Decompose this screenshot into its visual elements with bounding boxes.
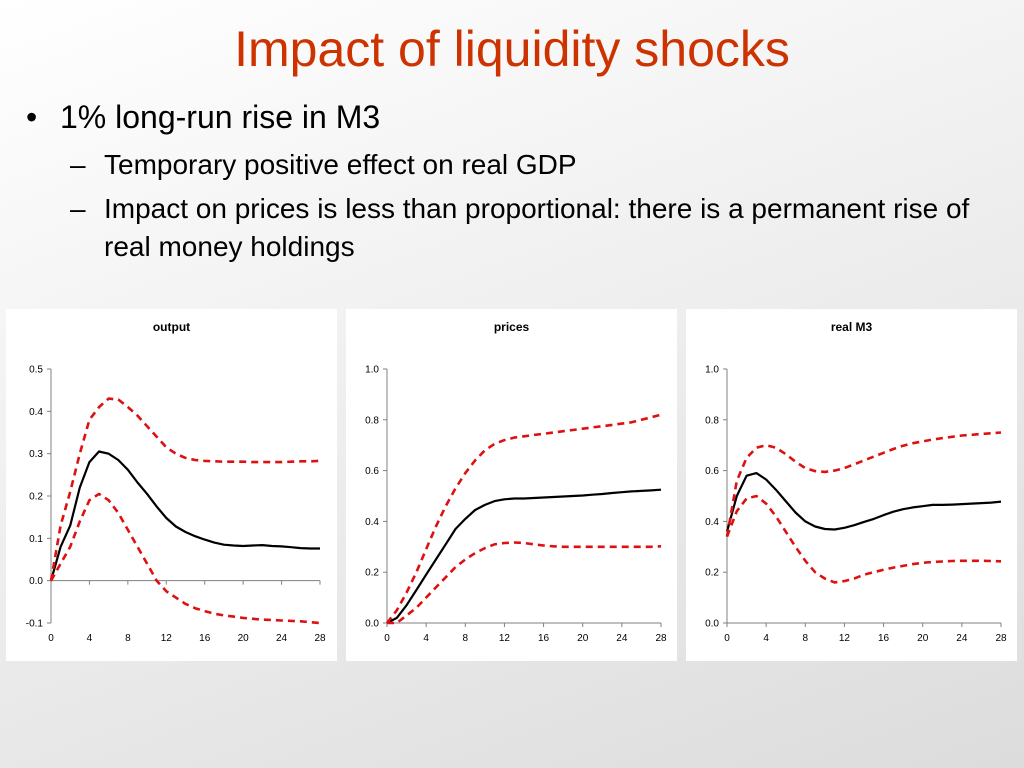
y-tick-label: 0.6 (705, 466, 719, 477)
x-tick-label: 8 (463, 633, 469, 644)
estimate-line (725, 472, 1002, 532)
x-tick-label: 28 (314, 633, 326, 644)
x-tick-label: 24 (956, 633, 968, 644)
y-tick-label: 1.0 (365, 365, 379, 376)
x-tick-label: 28 (655, 633, 667, 644)
sub-bullet-item: – Temporary positive effect on real GDP (24, 146, 1004, 184)
sub-bullet-text: Temporary positive effect on real GDP (104, 149, 577, 180)
upper-band-line (385, 413, 662, 624)
y-tick-label: 0.5 (29, 365, 43, 376)
x-tick-label: 12 (499, 633, 511, 644)
x-tick-label: 24 (276, 633, 288, 644)
upper-band-line (49, 397, 321, 581)
y-tick-label: 0.2 (29, 492, 43, 503)
real-m3-chart: real M3 0.0 0.2 0.4 0.6 0.8 1.0 0 4 8 12 16 20 24 28 (705, 320, 1007, 644)
chart-title: real M3 (831, 320, 873, 334)
y-tick-label: -0.1 (26, 619, 44, 630)
x-tick-label: 16 (199, 633, 211, 644)
x-tick-label: 8 (125, 633, 131, 644)
output-chart: output -0.1 0.0 0.1 0.2 0.3 0.4 0.5 0 4 8 12 16 20 24 2… (26, 320, 326, 644)
chart-title: output (153, 320, 190, 334)
bullet-item: • 1% long-run rise in M3 (24, 94, 1004, 140)
y-tick-label: 0.2 (705, 568, 719, 579)
lower-band-line (387, 541, 662, 625)
sub-bullet-item: – Impact on prices is less than proporti… (24, 190, 1004, 266)
x-tick-label: 20 (238, 633, 250, 644)
x-tick-label: 20 (577, 633, 589, 644)
x-tick-label: 0 (724, 633, 730, 644)
sub-bullet-text: Impact on prices is less than proportion… (104, 193, 970, 262)
x-tick-label: 0 (48, 633, 54, 644)
y-tick-label: 0.4 (365, 517, 379, 528)
prices-chart: prices 0.0 0.2 0.4 0.6 0.8 1.0 0 4 8 12 16 20 24 28 (365, 320, 667, 644)
lower-band-line (725, 494, 1002, 584)
y-tick-label: 0.2 (365, 568, 379, 579)
bullet-list: • 1% long-run rise in M3 – Temporary pos… (24, 94, 1004, 266)
y-tick-label: 0.4 (29, 407, 43, 418)
x-tick-label: 20 (917, 633, 929, 644)
x-tick-label: 16 (878, 633, 890, 644)
estimate-line (49, 450, 320, 581)
chart-title: prices (494, 320, 530, 334)
x-tick-label: 24 (616, 633, 628, 644)
sub-bullet-marker: – (70, 149, 86, 180)
prices-chart-panel: prices 0.0 0.2 0.4 0.6 0.8 1.0 0 4 8 12 16 20 24 28 (346, 309, 677, 661)
y-tick-label: 0.0 (365, 619, 379, 630)
x-tick-label: 4 (763, 633, 769, 644)
x-tick-label: 12 (839, 633, 851, 644)
real-m3-chart-panel: real M3 0.0 0.2 0.4 0.6 0.8 1.0 0 4 8 12 16 20 24 28 (686, 309, 1017, 661)
y-tick-label: 0.6 (365, 466, 379, 477)
y-tick-label: 0.1 (29, 534, 43, 545)
x-tick-label: 0 (384, 633, 390, 644)
y-tick-label: 0.4 (705, 517, 719, 528)
estimate-line (386, 488, 662, 624)
sub-bullet-marker: – (70, 193, 86, 224)
x-tick-label: 28 (995, 633, 1007, 644)
y-tick-label: 0.0 (705, 619, 719, 630)
x-tick-label: 8 (803, 633, 809, 644)
y-tick-label: 0.3 (29, 449, 43, 460)
upper-band-line (725, 431, 1002, 537)
x-tick-label: 4 (87, 633, 93, 644)
slide-title: Impact of liquidity shocks (234, 21, 790, 77)
lower-band-line (49, 492, 321, 625)
x-tick-label: 4 (423, 633, 429, 644)
y-tick-label: 0.8 (705, 415, 719, 426)
x-tick-label: 16 (538, 633, 550, 644)
y-tick-label: 0.0 (29, 576, 43, 587)
bullet-text: 1% long-run rise in M3 (60, 99, 381, 135)
bullet-marker: • (26, 99, 38, 135)
output-chart-panel: output -0.1 0.0 0.1 0.2 0.3 0.4 0.5 0 4 8 12 16 20 24 2… (6, 309, 337, 661)
y-tick-label: 0.8 (365, 415, 379, 426)
x-tick-label: 12 (161, 633, 173, 644)
y-tick-label: 1.0 (705, 365, 719, 376)
